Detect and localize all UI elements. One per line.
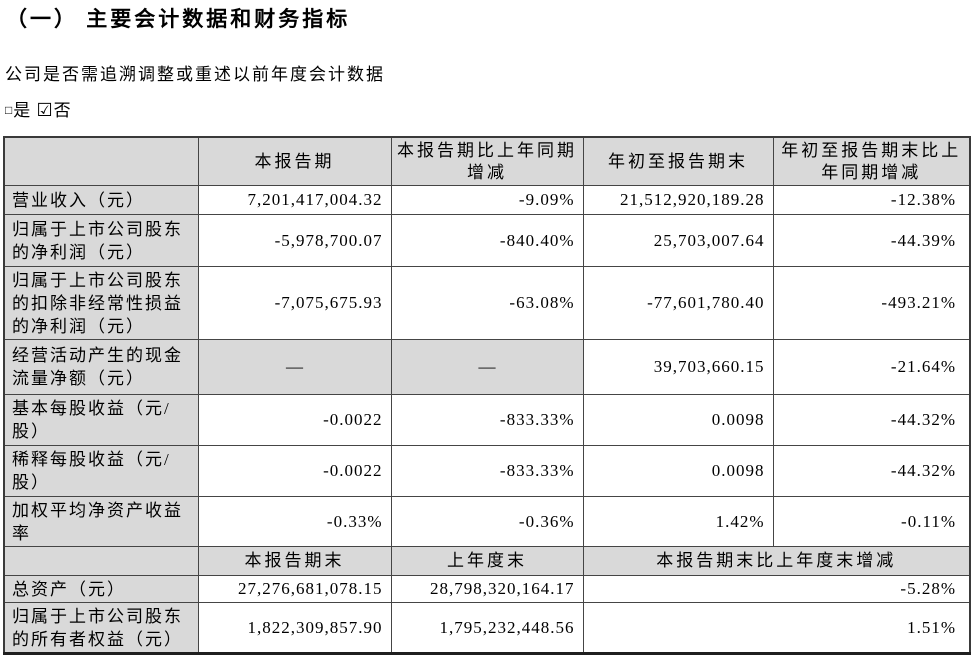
- corner-cell: [3, 136, 199, 186]
- table-row-diluted-eps: 稀释每股收益（元/股） -0.0022 -833.33% 0.0098 -44.…: [3, 445, 971, 497]
- checkbox-unchecked-icon: □: [5, 103, 14, 117]
- table-row-basic-eps: 基本每股收益（元/股） -0.0022 -833.33% 0.0098 -44.…: [3, 394, 971, 446]
- table-cell: 39,703,660.15: [582, 339, 774, 395]
- table-cell: 7,201,417,004.32: [197, 185, 392, 215]
- checkbox-yes: □是: [5, 101, 31, 120]
- corner-cell: [3, 546, 199, 576]
- table-cell: 1.42%: [582, 496, 774, 547]
- table-cell: -833.33%: [390, 445, 584, 497]
- header-current-period: 本报告期: [197, 136, 392, 186]
- header-end-of-last-year: 上年度末: [390, 546, 584, 576]
- table-cell-na: —: [390, 339, 584, 395]
- table-cell-na: —: [197, 339, 392, 395]
- table-cell: -0.11%: [772, 496, 971, 547]
- table-cell: -12.38%: [772, 185, 971, 215]
- table-row-net-profit: 归属于上市公司股东的净利润（元） -5,978,700.07 -840.40% …: [3, 214, 971, 267]
- header-eop-change: 本报告期末比上年度末增减: [582, 546, 971, 576]
- table-cell: -5,978,700.07: [197, 214, 392, 267]
- table-cell: 27,276,681,078.15: [197, 575, 392, 603]
- table-cell: -0.0022: [197, 394, 392, 446]
- restate-answer-line: □是 ☑否: [5, 100, 972, 121]
- table-row-total-assets: 总资产（元） 27,276,681,078.15 28,798,320,164.…: [3, 575, 971, 603]
- table-cell: 1.51%: [582, 602, 971, 654]
- row-label: 稀释每股收益（元/股）: [3, 445, 199, 497]
- table-cell: -0.33%: [197, 496, 392, 547]
- row-label: 总资产（元）: [3, 575, 199, 603]
- row-label: 归属于上市公司股东的净利润（元）: [3, 214, 199, 267]
- row-label: 基本每股收益（元/股）: [3, 394, 199, 446]
- header-ytd: 年初至报告期末: [582, 136, 774, 186]
- table-cell: -44.32%: [772, 445, 971, 497]
- row-label: 加权平均净资产收益率: [3, 496, 199, 547]
- table-cell: -44.32%: [772, 394, 971, 446]
- checkbox-no-label: 否: [53, 101, 72, 120]
- table-cell: -21.64%: [772, 339, 971, 395]
- table-row-revenue: 营业收入（元） 7,201,417,004.32 -9.09% 21,512,9…: [3, 185, 971, 215]
- table-cell: 28,798,320,164.17: [390, 575, 584, 603]
- table-cell: 0.0098: [582, 445, 774, 497]
- table-row-operating-cash-flow: 经营活动产生的现金流量净额（元） — — 39,703,660.15 -21.6…: [3, 339, 971, 395]
- key-financials-table: 本报告期 本报告期比上年同期增减 年初至报告期末 年初至报告期末比上年同期增减 …: [3, 136, 971, 655]
- table-row-owners-equity: 归属于上市公司股东的所有者权益（元） 1,822,309,857.90 1,79…: [3, 602, 971, 654]
- header-ytd-yoy: 年初至报告期末比上年同期增减: [772, 136, 971, 186]
- table-cell: -63.08%: [390, 266, 584, 340]
- row-label: 归属于上市公司股东的扣除非经常性损益的净利润（元）: [3, 266, 199, 340]
- checkbox-no: ☑否: [36, 100, 72, 120]
- table-cell: -493.21%: [772, 266, 971, 340]
- header-current-period-yoy: 本报告期比上年同期增减: [390, 136, 584, 186]
- row-label: 营业收入（元）: [3, 185, 199, 215]
- table-cell: -77,601,780.40: [582, 266, 774, 340]
- table-cell: -0.36%: [390, 496, 584, 547]
- table-row-net-profit-excl-nonrecurring: 归属于上市公司股东的扣除非经常性损益的净利润（元） -7,075,675.93 …: [3, 266, 971, 340]
- checkbox-checked-icon: ☑: [36, 100, 54, 120]
- table-cell: -44.39%: [772, 214, 971, 267]
- table-cell: 25,703,007.64: [582, 214, 774, 267]
- eop-header-row: 本报告期末 上年度末 本报告期末比上年度末增减: [3, 546, 971, 576]
- table-cell: -5.28%: [582, 575, 971, 603]
- table-cell: -833.33%: [390, 394, 584, 446]
- table-cell: -840.40%: [390, 214, 584, 267]
- table-cell: 21,512,920,189.28: [582, 185, 774, 215]
- table-row-weighted-roe: 加权平均净资产收益率 -0.33% -0.36% 1.42% -0.11%: [3, 496, 971, 547]
- restate-question: 公司是否需追溯调整或重述以前年度会计数据: [5, 65, 385, 84]
- table-cell: -0.0022: [197, 445, 392, 497]
- checkbox-yes-label: 是: [13, 101, 32, 120]
- header-end-of-period: 本报告期末: [197, 546, 392, 576]
- table-cell: 1,795,232,448.56: [390, 602, 584, 654]
- row-label: 归属于上市公司股东的所有者权益（元）: [3, 602, 199, 654]
- section-title: （一） 主要会计数据和财务指标: [6, 7, 351, 31]
- table-cell: 0.0098: [582, 394, 774, 446]
- table-cell: -7,075,675.93: [197, 266, 392, 340]
- row-label: 经营活动产生的现金流量净额（元）: [3, 339, 199, 395]
- table-cell: -9.09%: [390, 185, 584, 215]
- table-cell: 1,822,309,857.90: [197, 602, 392, 654]
- period-header-row: 本报告期 本报告期比上年同期增减 年初至报告期末 年初至报告期末比上年同期增减: [3, 136, 971, 186]
